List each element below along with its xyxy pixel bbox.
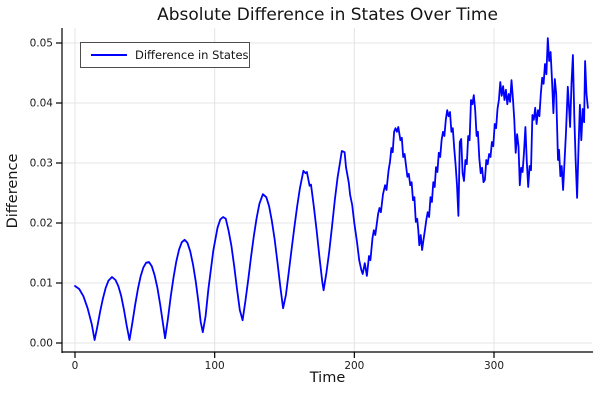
- x-tick-label: 100: [205, 360, 225, 372]
- x-axis-label: Time: [309, 370, 346, 386]
- y-tick-label: 0.04: [30, 98, 54, 110]
- y-tick-label: 0.00: [30, 338, 53, 350]
- y-axis-label: Difference: [5, 153, 21, 229]
- x-tick-label: 0: [72, 360, 79, 372]
- difference-line: [74, 37, 589, 341]
- legend-label: Difference in States: [135, 48, 249, 62]
- x-tick-label: 300: [484, 360, 504, 372]
- legend-line-sample-icon: [91, 54, 127, 56]
- y-tick-label: 0.01: [30, 278, 53, 290]
- y-tick-label: 0.03: [30, 158, 53, 170]
- chart-title: Absolute Difference in States Over Time: [157, 5, 498, 25]
- y-tick-label: 0.02: [30, 218, 53, 230]
- x-tick-label: 200: [344, 360, 364, 372]
- legend: Difference in States: [80, 42, 250, 68]
- y-tick-label: 0.05: [30, 38, 53, 50]
